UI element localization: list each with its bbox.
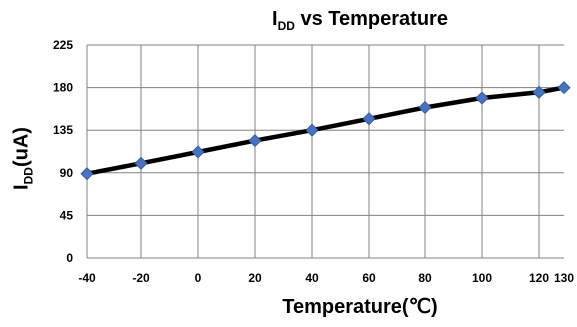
data-series — [80, 81, 571, 181]
data-point — [248, 134, 262, 148]
y-tick-label: 225 — [53, 38, 73, 52]
y-tick-label: 180 — [53, 81, 73, 95]
x-tick-label: -40 — [78, 271, 96, 285]
x-tick-label: -20 — [132, 271, 150, 285]
x-tick-label: 60 — [362, 271, 376, 285]
x-axis-label: Temperature(℃) — [282, 296, 438, 318]
data-point — [557, 81, 571, 95]
data-point — [532, 85, 546, 99]
grid-lines — [86, 44, 564, 259]
x-tick-label: 130 — [554, 271, 574, 285]
x-tick-label: 120 — [529, 271, 549, 285]
data-point — [134, 156, 148, 170]
x-tick-label: 20 — [248, 271, 262, 285]
data-point — [362, 112, 376, 126]
x-tick-label: 40 — [305, 271, 319, 285]
tick-labels: 0 45 90 135 180 225 -40 -20 0 20 40 60 80 100 120 130 — [53, 38, 574, 285]
y-tick-label: 0 — [66, 251, 73, 265]
x-tick-label: 0 — [195, 271, 202, 285]
data-point — [191, 145, 205, 159]
data-point — [418, 100, 432, 115]
x-tick-label: 80 — [418, 271, 432, 285]
chart-title: IDD vs Temperature — [272, 8, 448, 33]
x-tick-label: 100 — [472, 271, 492, 285]
y-tick-label: 135 — [53, 123, 73, 137]
y-tick-label: 90 — [60, 166, 74, 180]
series-line — [84, 85, 567, 176]
data-point — [305, 123, 319, 137]
y-tick-label: 45 — [60, 208, 74, 222]
data-point — [475, 91, 489, 105]
data-point — [80, 167, 94, 181]
